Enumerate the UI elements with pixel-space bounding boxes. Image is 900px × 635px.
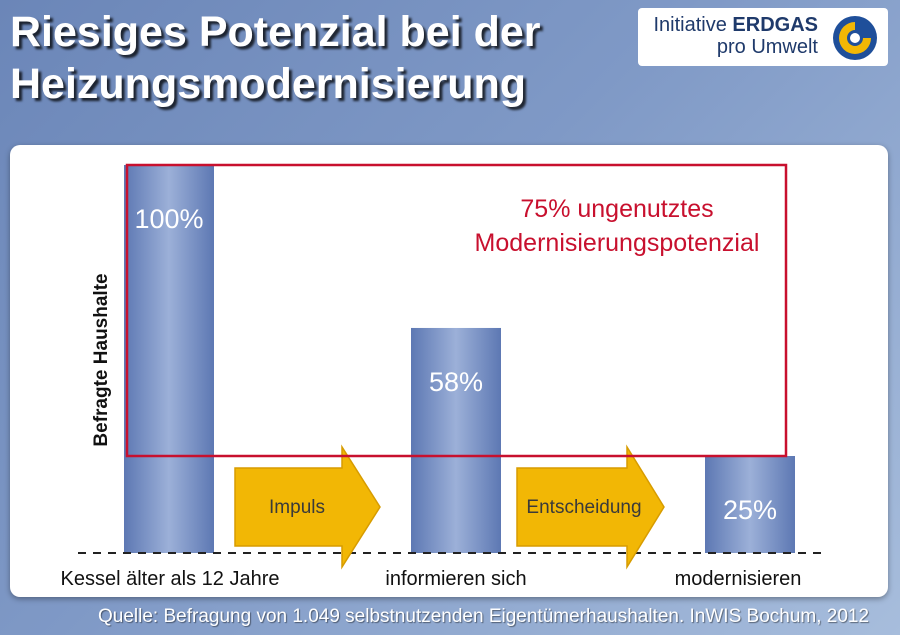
- brand-logo: Initiative ERDGAS pro Umwelt: [638, 8, 888, 66]
- bar-value-label-2: 58%: [429, 367, 483, 397]
- page-title: Riesiges Potenzial bei der Heizungsmoder…: [10, 8, 541, 108]
- potential-highlight-box: [125, 163, 788, 458]
- brand-tagline: pro Umwelt: [716, 36, 818, 58]
- arrow-label-impuls: Impuls: [269, 497, 325, 518]
- bar-value-label-3: 25%: [723, 495, 777, 525]
- bar-2: [411, 327, 501, 553]
- annotation-line-2: Modernisierungspotenzial: [475, 229, 760, 257]
- source-note: Quelle: Befragung von 1.049 selbstnutzen…: [98, 606, 870, 627]
- category-label-1: Kessel älter als 12 Jahre: [60, 568, 279, 590]
- bars-layer: 100% 58% 25%: [124, 165, 795, 553]
- brand-name: ERDGAS: [732, 14, 818, 36]
- y-axis-label: Befragte Haushalte: [91, 273, 112, 446]
- chart: 100% 58% 25% Impuls Entscheidung 75% ungen…: [60, 163, 822, 590]
- annotation-line-1: 75% ungenutztes: [520, 195, 713, 223]
- bar-1: [124, 165, 214, 553]
- bar-3: [705, 456, 795, 553]
- erdgas-logo-icon: [833, 16, 877, 60]
- category-labels: Kessel älter als 12 Jahre informieren sic…: [60, 568, 801, 590]
- arrow-label-entscheidung: Entscheidung: [526, 497, 641, 518]
- brand-text: Initiative ERDGAS pro Umwelt: [646, 14, 818, 58]
- bar-value-label-1: 100%: [134, 204, 203, 234]
- entscheidung-arrow: Entscheidung: [516, 444, 665, 570]
- chart-panel: 100% 58% 25% Impuls Entscheidung 75% ungen…: [10, 145, 888, 597]
- category-label-3: modernisieren: [675, 568, 802, 590]
- category-label-2: informieren sich: [385, 568, 526, 590]
- impuls-arrow: Impuls: [234, 444, 381, 570]
- brand-prefix: Initiative: [653, 14, 727, 36]
